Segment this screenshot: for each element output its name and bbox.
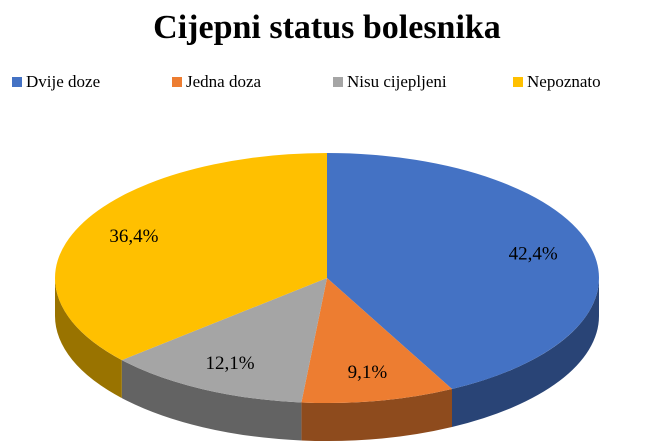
slice-side bbox=[452, 278, 599, 428]
slice bbox=[121, 278, 327, 403]
legend-swatch bbox=[172, 77, 182, 87]
legend-swatch bbox=[513, 77, 523, 87]
data-label: 9,1% bbox=[348, 362, 388, 383]
legend-label: Nisu cijepljeni bbox=[347, 72, 447, 91]
slice-side bbox=[55, 278, 122, 399]
data-label: 12,1% bbox=[206, 353, 255, 374]
data-label: 36,4% bbox=[109, 226, 158, 247]
slice-side bbox=[301, 389, 453, 441]
slice bbox=[301, 278, 453, 403]
legend-swatch bbox=[333, 77, 343, 87]
legend-swatch bbox=[12, 77, 22, 87]
legend-label: Dvije doze bbox=[26, 72, 100, 91]
legend-label: Jedna doza bbox=[186, 72, 262, 91]
slice bbox=[55, 153, 328, 361]
data-label: 42,4% bbox=[509, 243, 558, 264]
chart-title: Cijepni status bolesnika bbox=[153, 9, 501, 46]
slice-side bbox=[121, 360, 302, 441]
slice bbox=[327, 153, 600, 390]
legend-label: Nepoznato bbox=[527, 72, 601, 91]
